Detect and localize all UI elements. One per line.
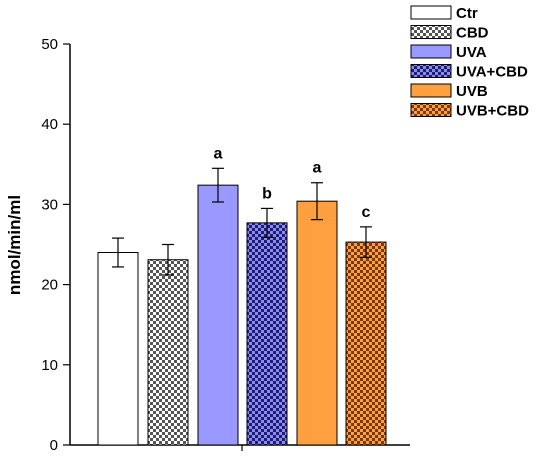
legend-swatch-uva: [410, 44, 452, 59]
legend-label-uvb: UVB: [456, 83, 488, 100]
significance-label-uvb-plus-cbd: c: [362, 204, 371, 221]
bar-ctr: [97, 252, 139, 446]
significance-label-uva: a: [214, 145, 223, 162]
y-tick-label-30: 30: [41, 196, 58, 213]
y-tick-label-50: 50: [41, 36, 58, 53]
legend-swatch-uva-plus-cbd: [410, 64, 452, 78]
bars: a b a c: [97, 145, 387, 446]
bar-uvb: [296, 200, 338, 446]
bar-uva: [197, 184, 239, 446]
legend-swatch-uvb: [410, 83, 452, 98]
legend-swatch-uvb-plus-cbd: [410, 103, 452, 117]
y-tick-label-20: 20: [41, 277, 58, 294]
legend-swatch-ctr: [410, 5, 452, 20]
bar-uvb-plus-cbd: [345, 241, 387, 446]
bar-uva-plus-cbd: [246, 222, 288, 446]
y-tick-label-10: 10: [41, 357, 58, 374]
legend: Ctr CBD UVA UVA+CBD UVB UVB+CBD: [410, 5, 529, 120]
legend-label-ctr: Ctr: [456, 5, 478, 22]
significance-label-uvb: a: [313, 160, 322, 177]
y-tick-label-40: 40: [41, 116, 58, 133]
legend-label-uva-plus-cbd: UVA+CBD: [456, 64, 528, 81]
legend-label-cbd: CBD: [456, 25, 489, 42]
legend-label-uvb-plus-cbd: UVB+CBD: [456, 103, 529, 120]
bar-cbd: [147, 259, 189, 446]
y-tick-label-0: 0: [50, 437, 58, 454]
legend-swatch-cbd: [410, 25, 452, 39]
significance-label-uva-plus-cbd: b: [262, 185, 272, 202]
legend-label-uva: UVA: [456, 44, 487, 61]
y-axis-label: nmol/min/ml: [5, 195, 24, 295]
